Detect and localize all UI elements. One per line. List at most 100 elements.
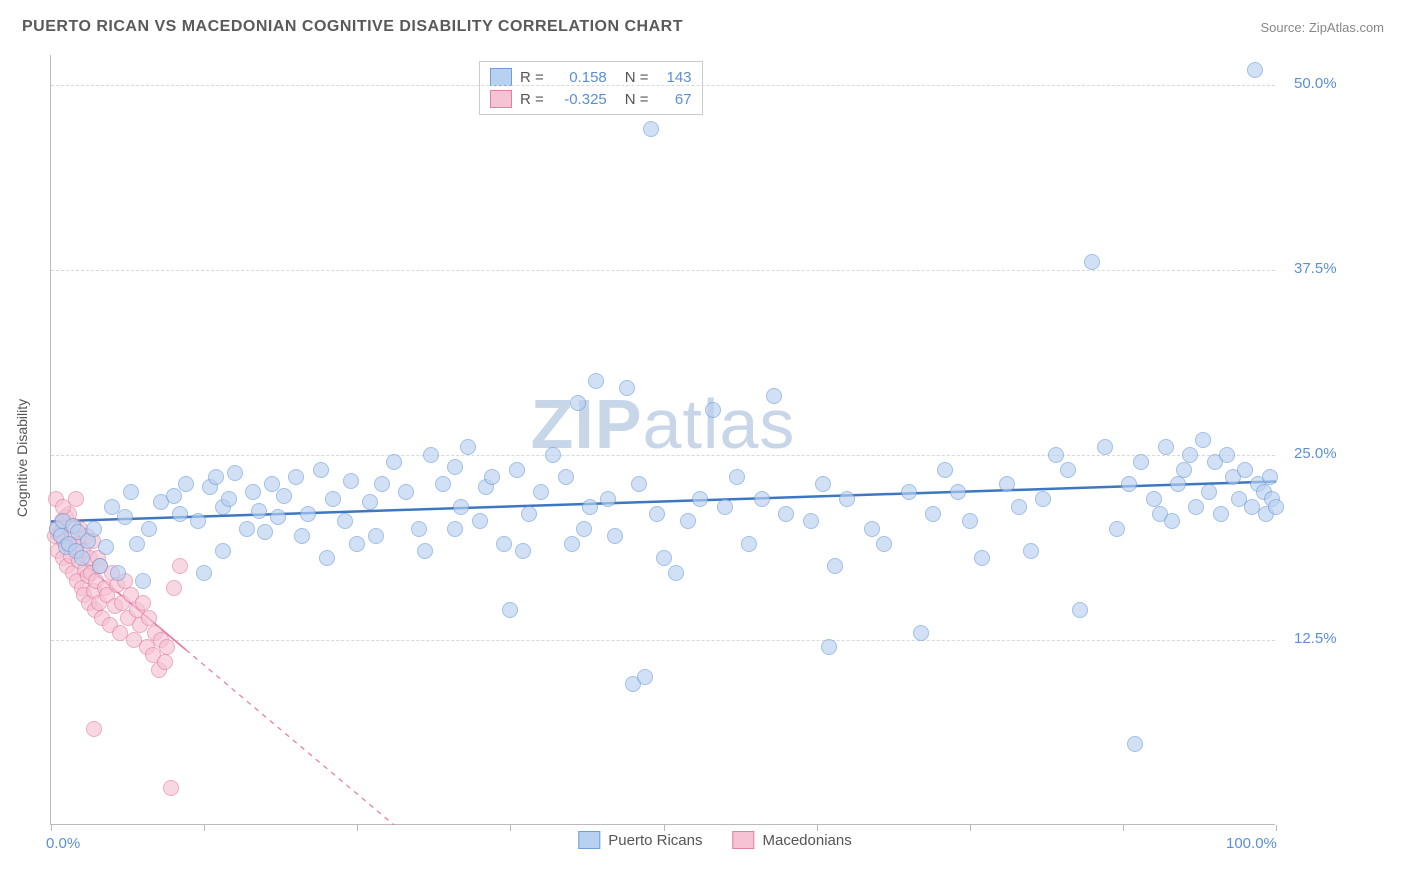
data-point (472, 513, 488, 529)
data-point (496, 536, 512, 552)
data-point (417, 543, 433, 559)
data-point (172, 558, 188, 574)
data-point (564, 536, 580, 552)
data-point (166, 580, 182, 596)
data-point (325, 491, 341, 507)
data-point (1237, 462, 1253, 478)
data-point (68, 491, 84, 507)
x-tick-label: 100.0% (1226, 835, 1277, 852)
data-point (901, 484, 917, 500)
data-point (839, 491, 855, 507)
data-point (374, 476, 390, 492)
data-point (570, 395, 586, 411)
data-point (453, 499, 469, 515)
data-point (74, 550, 90, 566)
data-point (754, 491, 770, 507)
legend-item: Puerto Ricans (578, 831, 702, 849)
data-point (294, 528, 310, 544)
data-point (1247, 62, 1263, 78)
data-point (135, 595, 151, 611)
data-point (313, 462, 329, 478)
data-point (1170, 476, 1186, 492)
y-tick-label: 37.5% (1294, 260, 1337, 277)
y-axis-label: Cognitive Disability (14, 399, 30, 517)
data-point (227, 465, 243, 481)
data-point (300, 506, 316, 522)
data-point (190, 513, 206, 529)
data-point (1158, 439, 1174, 455)
data-point (631, 476, 647, 492)
legend-label: Macedonians (762, 832, 851, 849)
data-point (576, 521, 592, 537)
legend-r-label: R = (520, 69, 544, 86)
legend-swatch (490, 90, 512, 108)
data-point (937, 462, 953, 478)
data-point (112, 625, 128, 641)
data-point (643, 121, 659, 137)
source-label: Source: ZipAtlas.com (1260, 20, 1384, 35)
data-point (117, 509, 133, 525)
data-point (398, 484, 414, 500)
data-point (1182, 447, 1198, 463)
data-point (435, 476, 451, 492)
data-point (484, 469, 500, 485)
x-tick (1123, 825, 1124, 831)
data-point (447, 521, 463, 537)
data-point (717, 499, 733, 515)
data-point (1188, 499, 1204, 515)
y-tick-label: 25.0% (1294, 445, 1337, 462)
x-tick (51, 825, 52, 831)
data-point (343, 473, 359, 489)
data-point (533, 484, 549, 500)
data-point (582, 499, 598, 515)
x-tick (1276, 825, 1277, 831)
data-point (1268, 499, 1284, 515)
data-point (1146, 491, 1162, 507)
data-point (778, 506, 794, 522)
data-point (637, 669, 653, 685)
data-point (245, 484, 261, 500)
data-point (545, 447, 561, 463)
data-point (166, 488, 182, 504)
x-tick (204, 825, 205, 831)
chart-container: ZIPatlas R =0.158N =143R =-0.325N =67 12… (50, 55, 1380, 845)
data-point (649, 506, 665, 522)
data-point (1084, 254, 1100, 270)
data-point (803, 513, 819, 529)
data-point (368, 528, 384, 544)
data-point (680, 513, 696, 529)
data-point (221, 491, 237, 507)
data-point (521, 506, 537, 522)
data-point (827, 558, 843, 574)
data-point (962, 513, 978, 529)
data-point (337, 513, 353, 529)
data-point (1201, 484, 1217, 500)
data-point (729, 469, 745, 485)
data-point (386, 454, 402, 470)
data-point (447, 459, 463, 475)
data-point (92, 558, 108, 574)
data-point (705, 402, 721, 418)
data-point (925, 506, 941, 522)
x-tick (510, 825, 511, 831)
data-point (607, 528, 623, 544)
data-point (178, 476, 194, 492)
data-point (196, 565, 212, 581)
data-point (98, 539, 114, 555)
data-point (319, 550, 335, 566)
data-point (362, 494, 378, 510)
data-point (1072, 602, 1088, 618)
data-point (141, 610, 157, 626)
y-tick-label: 50.0% (1294, 75, 1337, 92)
data-point (251, 503, 267, 519)
legend-n-label: N = (625, 69, 649, 86)
data-point (257, 524, 273, 540)
data-point (999, 476, 1015, 492)
data-point (172, 506, 188, 522)
data-point (668, 565, 684, 581)
legend-r-label: R = (520, 91, 544, 108)
data-point (588, 373, 604, 389)
data-point (1109, 521, 1125, 537)
data-point (349, 536, 365, 552)
data-point (913, 625, 929, 641)
